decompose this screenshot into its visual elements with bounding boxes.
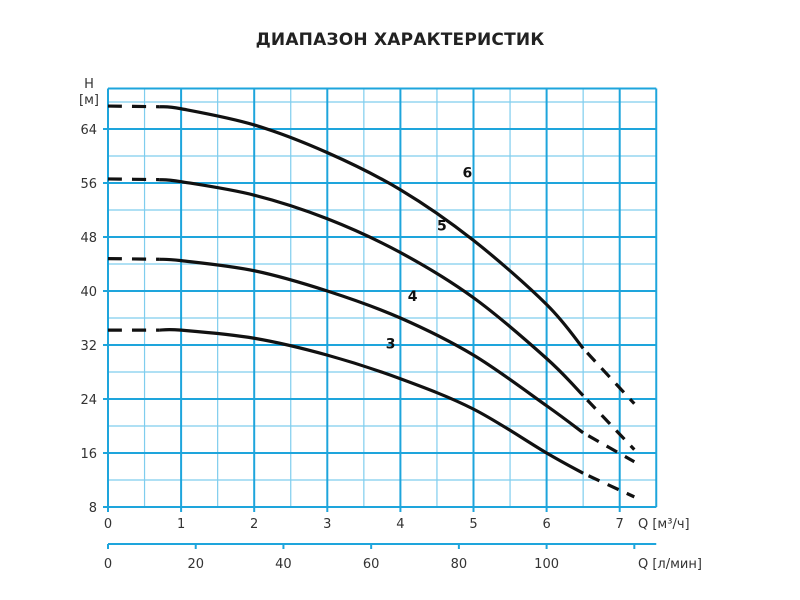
curve-5-dashed-end bbox=[581, 394, 636, 451]
y-tick-label: 48 bbox=[80, 231, 97, 246]
x-axis-label: Q [м³/ч] bbox=[638, 517, 690, 532]
x-tick-label: 6 bbox=[542, 517, 550, 532]
curve-3 bbox=[159, 327, 584, 475]
curve-4-dashed-end bbox=[582, 431, 636, 464]
y-tick-label: 64 bbox=[80, 123, 97, 138]
y-tick-label: 8 bbox=[89, 501, 97, 516]
curve-6-dashed-start bbox=[107, 104, 160, 109]
curve-labels: 3 4 5 6 bbox=[386, 166, 473, 353]
curve-4 bbox=[159, 257, 585, 435]
x-tick-label: 0 bbox=[104, 517, 112, 532]
x-axis-ticks: 0 1 2 3 4 5 6 7 bbox=[104, 517, 624, 532]
curve-label-3: 3 bbox=[386, 336, 396, 352]
curve-3-dashed-end bbox=[582, 471, 635, 499]
secondary-x-axis: 0 20 40 60 80 100 bbox=[104, 543, 657, 572]
x-secondary-tick-label: 0 bbox=[104, 557, 112, 572]
grid-minor bbox=[108, 88, 657, 507]
x-tick-label: 7 bbox=[616, 517, 624, 532]
curves bbox=[107, 104, 636, 499]
y-tick-label: 24 bbox=[80, 393, 97, 408]
curve-label-4: 4 bbox=[408, 289, 418, 305]
x-tick-label: 3 bbox=[323, 517, 331, 532]
x-secondary-tick-label: 40 bbox=[275, 557, 292, 572]
y-tick-label: 56 bbox=[80, 177, 97, 192]
curve-5-dashed-start bbox=[107, 177, 160, 182]
y-axis-ticks: 8 16 24 32 40 48 56 64 bbox=[80, 123, 97, 516]
x-secondary-tick-label: 60 bbox=[363, 557, 380, 572]
y-axis-unit: [м] bbox=[79, 93, 99, 108]
x-secondary-tick-label: 100 bbox=[534, 557, 559, 572]
curve-6 bbox=[159, 105, 585, 350]
x-tick-label: 5 bbox=[469, 517, 477, 532]
x-secondary-tick-label: 20 bbox=[187, 557, 204, 572]
y-tick-label: 32 bbox=[80, 339, 97, 354]
y-tick-label: 16 bbox=[80, 447, 97, 462]
x-tick-label: 4 bbox=[396, 517, 404, 532]
y-tick-label: 40 bbox=[80, 285, 97, 300]
grid-major bbox=[103, 87, 658, 512]
x-tick-label: 1 bbox=[177, 517, 185, 532]
x-tick-label: 2 bbox=[250, 517, 258, 532]
chart-title: ДИАПАЗОН ХАРАКТЕРИСТИК bbox=[255, 30, 545, 50]
x-secondary-tick-label: 80 bbox=[451, 557, 468, 572]
curve-5 bbox=[159, 178, 585, 397]
curve-6-dashed-end bbox=[581, 347, 636, 405]
curve-4-dashed-start bbox=[107, 257, 160, 261]
curve-label-6: 6 bbox=[463, 166, 473, 182]
x-axis-secondary-label: Q [л/мин] bbox=[638, 557, 702, 572]
curve-label-5: 5 bbox=[437, 218, 447, 234]
y-axis-label: H bbox=[84, 77, 94, 92]
